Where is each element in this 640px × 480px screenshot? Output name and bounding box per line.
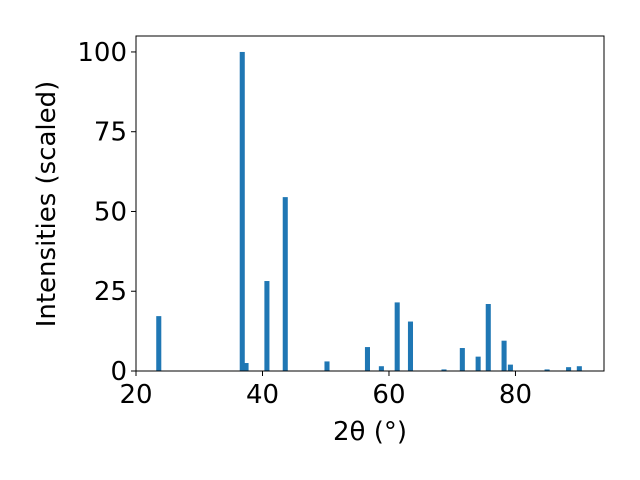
y-axis-label: Intensities (scaled) (32, 81, 62, 328)
x-axis-label: 2θ (°) (333, 417, 407, 447)
y-tick-label: 100 (77, 38, 127, 68)
bar (239, 51, 245, 371)
bar (576, 366, 582, 371)
bar (507, 364, 513, 371)
bar (441, 369, 447, 371)
y-tick-label: 50 (94, 197, 127, 227)
bar (378, 366, 384, 371)
bar (485, 304, 491, 371)
x-tick-label: 20 (119, 380, 152, 410)
bar (501, 340, 507, 371)
plot-frame (135, 35, 605, 372)
bar (324, 361, 330, 371)
y-tick-label: 25 (94, 277, 127, 307)
y-tick-label: 75 (94, 118, 127, 148)
bar (156, 316, 162, 371)
bar (566, 367, 572, 371)
bar (243, 363, 249, 371)
bar (264, 281, 270, 371)
bar (544, 369, 550, 371)
bar (407, 321, 414, 371)
bar (394, 302, 400, 371)
x-tick-label: 60 (372, 380, 405, 410)
bar (364, 347, 370, 371)
x-tick-label: 40 (246, 380, 279, 410)
bar (475, 356, 481, 371)
x-tick-label: 80 (499, 380, 532, 410)
y-tick-label: 0 (110, 357, 127, 387)
bar (459, 348, 465, 371)
bar (282, 197, 288, 371)
